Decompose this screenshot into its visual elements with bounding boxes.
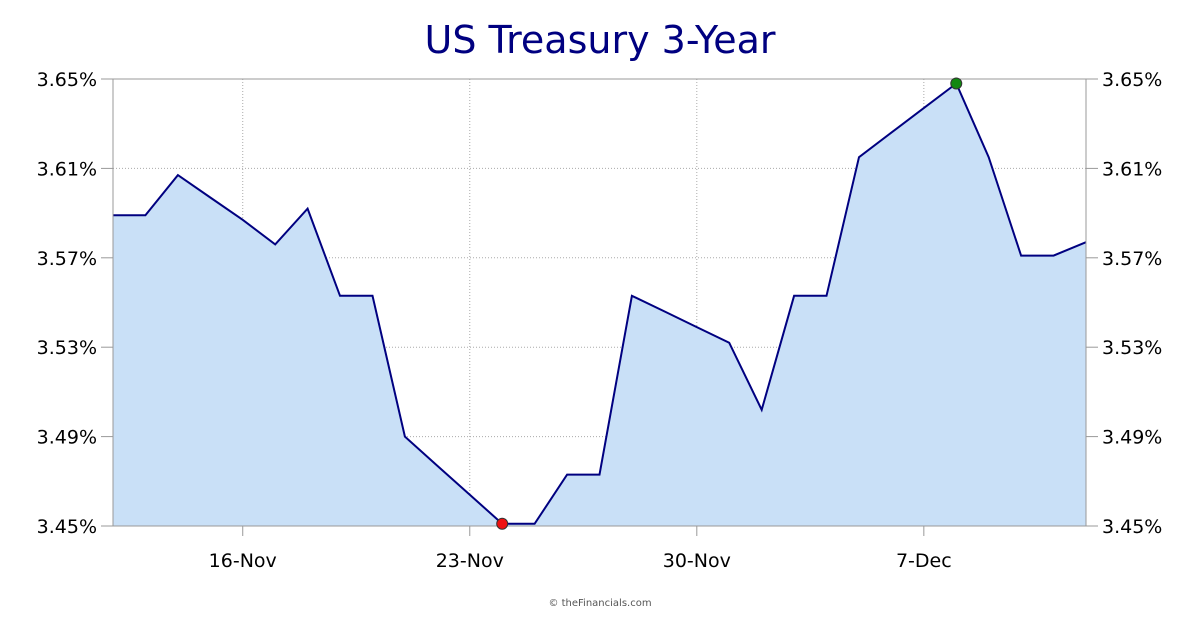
y-tick-label-right: 3.61% bbox=[1102, 158, 1162, 180]
plot-frame bbox=[112, 78, 1087, 527]
y-tick-label-left: 3.53% bbox=[37, 337, 97, 359]
y-tick-label-right: 3.53% bbox=[1102, 337, 1162, 359]
x-tick-label: 30-Nov bbox=[663, 550, 731, 572]
copyright-notice: © theFinancials.com bbox=[548, 598, 652, 609]
low-point-marker bbox=[496, 517, 509, 530]
y-tick-label-left: 3.57% bbox=[37, 248, 97, 270]
x-tick-label: 16-Nov bbox=[209, 550, 277, 572]
series-area-fill bbox=[113, 83, 1086, 526]
y-axis-left-labels: 3.45% 3.49% 3.53% 3.57% 3.61% 3.65% bbox=[37, 69, 97, 538]
y-tick-label-left: 3.45% bbox=[37, 516, 97, 538]
high-point-marker bbox=[950, 77, 963, 90]
y-tick-label-left: 3.49% bbox=[37, 427, 97, 449]
series-line bbox=[113, 81, 1087, 525]
chart-title: US Treasury 3-Year bbox=[424, 18, 776, 62]
markers bbox=[496, 77, 963, 530]
y-axis-right-labels: 3.45% 3.49% 3.53% 3.57% 3.61% 3.65% bbox=[1102, 69, 1162, 538]
y-tick-label-left: 3.61% bbox=[37, 158, 97, 180]
y-tick-label-right: 3.49% bbox=[1102, 427, 1162, 449]
y-tick-label-right: 3.57% bbox=[1102, 248, 1162, 270]
x-tick-label: 7-Dec bbox=[896, 550, 952, 572]
x-tick-label: 23-Nov bbox=[436, 550, 504, 572]
y-tick-label-left: 3.65% bbox=[37, 69, 97, 91]
y-tick-label-right: 3.45% bbox=[1102, 516, 1162, 538]
y-tick-label-right: 3.65% bbox=[1102, 69, 1162, 91]
x-axis-labels: 16-Nov 23-Nov 30-Nov 7-Dec bbox=[209, 550, 952, 572]
